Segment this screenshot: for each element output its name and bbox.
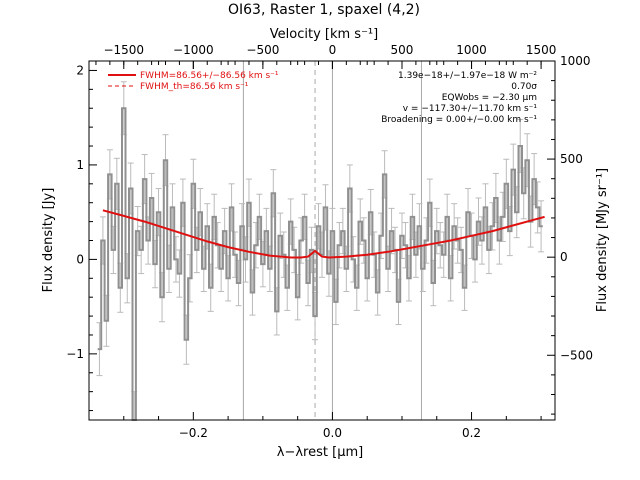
y-axis-label: Flux density [Jy]	[41, 188, 56, 293]
x-tick-label: 0.2	[462, 426, 481, 440]
annotation-significance: 0.70σ	[511, 82, 537, 92]
right-y-axis-label: Flux density [MJy sr⁻¹]	[595, 168, 610, 312]
plot-frame	[88, 60, 556, 421]
top-x-tick-label: −500	[246, 43, 279, 57]
right-y-tick-label: −500	[560, 348, 593, 362]
axis-ticks: −0.2 0.0 0.2−1500 −1000 −500 0 500 1000 1500−101…	[66, 43, 593, 440]
y-tick-label: 0	[76, 252, 84, 266]
fit-annotations: 1.39e−18+/−1.97e−18 W m⁻² 0.70σ EQWobs =…	[381, 71, 537, 125]
right-y-tick-label: 1000	[560, 54, 591, 68]
legend-label-fwhm-th: FWHM_th=86.56 km s⁻¹	[140, 82, 249, 92]
y-tick-label: −1	[66, 347, 84, 361]
x-tick-label: −0.2	[179, 426, 208, 440]
annotation-eqw: EQWobs = −2.30 μm	[442, 93, 537, 103]
y-tick-label: 2	[76, 63, 84, 77]
top-x-tick-label: 500	[391, 43, 414, 57]
x-tick-label: 0.0	[323, 426, 342, 440]
legend: FWHM=86.56+/−86.56 km s⁻¹ FWHM_th=86.56 …	[108, 71, 279, 92]
top-x-tick-label: 1500	[526, 43, 557, 57]
right-y-tick-label: 0	[560, 250, 568, 264]
top-x-tick-label: −1500	[103, 43, 144, 57]
data-series-line	[97, 107, 543, 421]
chart-title: OI63, Raster 1, spaxel (4,2)	[228, 2, 420, 18]
annotation-line-flux: 1.39e−18+/−1.97e−18 W m⁻²	[398, 71, 537, 81]
fit-series-line	[102, 209, 545, 259]
y-tick-label: 1	[76, 158, 84, 172]
x-axis-label: λ−λrest [μm]	[277, 445, 363, 460]
top-x-tick-label: 1000	[456, 43, 487, 57]
legend-label-fwhm: FWHM=86.56+/−86.56 km s⁻¹	[140, 71, 279, 81]
top-x-axis-label: Velocity [km s⁻¹]	[270, 27, 378, 42]
right-y-tick-label: 500	[560, 152, 583, 166]
annotation-broadening: Broadening = 0.00+/−0.00 km s⁻¹	[381, 115, 537, 125]
annotation-velocity: v = −117.30+/−11.70 km s⁻¹	[403, 104, 538, 114]
top-x-tick-label: −1000	[173, 43, 214, 57]
top-x-tick-label: 0	[329, 43, 337, 57]
